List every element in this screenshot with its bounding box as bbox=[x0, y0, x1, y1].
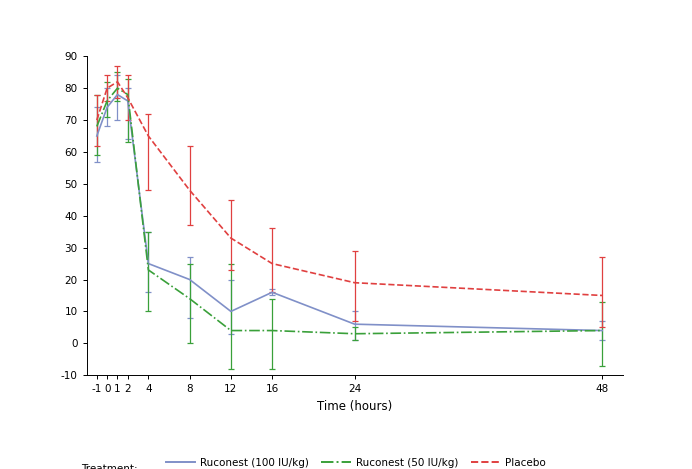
Text: Treatment:: Treatment: bbox=[81, 464, 138, 469]
Legend: Ruconest (100 IU/kg), Ruconest (50 IU/kg), Placebo: Ruconest (100 IU/kg), Ruconest (50 IU/kg… bbox=[161, 454, 550, 469]
X-axis label: Time (hours): Time (hours) bbox=[317, 400, 392, 413]
